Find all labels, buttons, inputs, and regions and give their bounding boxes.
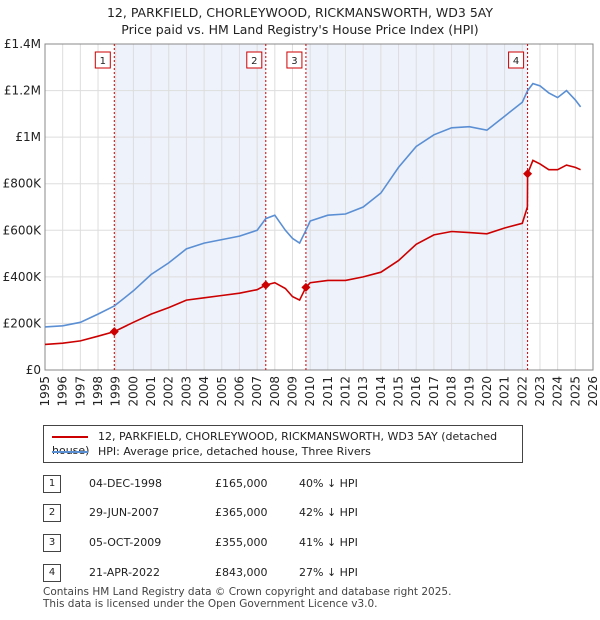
chart-subtitle: Price paid vs. HM Land Registry's House … bbox=[121, 22, 479, 37]
x-tick-label: 2020 bbox=[480, 376, 494, 407]
shaded-region-2 bbox=[305, 44, 528, 370]
sale-point-4 bbox=[523, 169, 533, 179]
sale-number: 3 bbox=[43, 534, 61, 552]
sale-point-1 bbox=[109, 327, 119, 337]
price-chart: £0 £200K £400K £600K £800K £1M £1.2M £1.4M 1995 1… bbox=[3, 37, 600, 407]
x-tick-label: 2019 bbox=[462, 376, 476, 407]
sale-point-3 bbox=[301, 282, 311, 292]
legend-swatch-hpi bbox=[52, 451, 88, 453]
sale-number: 1 bbox=[43, 475, 61, 493]
table-row: 3 05-OCT-2009 £355,000 41% ↓ HPI bbox=[43, 534, 443, 554]
legend: 12, PARKFIELD, CHORLEYWOOD, RICKMANSWORT… bbox=[43, 425, 523, 463]
x-tick-label: 2016 bbox=[409, 376, 423, 407]
x-tick-label: 2022 bbox=[515, 376, 529, 407]
legend-item-hpi: HPI: Average price, detached house, Thre… bbox=[52, 445, 371, 459]
x-tick-label: 2021 bbox=[498, 376, 512, 407]
x-tick-label: 2002 bbox=[162, 376, 176, 407]
x-tick-label: 1996 bbox=[56, 376, 70, 407]
x-tick-label: 2015 bbox=[392, 376, 406, 407]
y-tick-label: £0 bbox=[26, 363, 41, 377]
x-tick-label: 2006 bbox=[232, 376, 246, 407]
sale-date: 05-OCT-2009 bbox=[89, 536, 162, 549]
sale-number: 4 bbox=[43, 564, 61, 582]
y-tick-label: £800K bbox=[3, 177, 43, 191]
footer-license: This data is licensed under the Open Gov… bbox=[43, 598, 378, 610]
legend-label-property: 12, PARKFIELD, CHORLEYWOOD, RICKMANSWORT… bbox=[52, 430, 498, 457]
sale-label-box-3 bbox=[286, 51, 303, 69]
x-tick-label: 2008 bbox=[268, 376, 282, 407]
x-tick-label: 2014 bbox=[374, 376, 388, 407]
sale-price: £365,000 bbox=[215, 506, 268, 519]
x-tick-label: 2018 bbox=[445, 376, 459, 407]
sale-point-2 bbox=[261, 280, 271, 290]
y-tick-label: £1.4M bbox=[4, 37, 41, 51]
x-tick-label: 1999 bbox=[109, 376, 123, 407]
sale-date: 29-JUN-2007 bbox=[89, 506, 160, 519]
footer-copyright: Contains HM Land Registry data © Crown c… bbox=[43, 586, 452, 598]
sale-price: £843,000 bbox=[215, 566, 268, 579]
y-tick-label: £1M bbox=[15, 130, 41, 144]
table-row: 2 29-JUN-2007 £365,000 42% ↓ HPI bbox=[43, 504, 443, 524]
x-tick-label: 2003 bbox=[179, 376, 193, 407]
y-tick-label: £1.2M bbox=[4, 84, 41, 98]
y-tick-label: £200K bbox=[3, 316, 43, 330]
x-tick-label: 1995 bbox=[38, 376, 52, 407]
x-tick-label: 2010 bbox=[303, 376, 317, 407]
table-row: 1 04-DEC-1998 £165,000 40% ↓ HPI bbox=[43, 475, 443, 495]
chart-title: 12, PARKFIELD, CHORLEYWOOD, RICKMANSWORT… bbox=[106, 5, 494, 20]
x-tick-label: 2026 bbox=[586, 376, 600, 407]
sale-label-1: 1 bbox=[100, 56, 106, 67]
x-tick-label: 1998 bbox=[91, 376, 105, 407]
sale-label-box-1 bbox=[94, 51, 111, 69]
x-tick-label: 2004 bbox=[197, 376, 211, 407]
sale-date: 21-APR-2022 bbox=[89, 566, 161, 579]
y-tick-label: £400K bbox=[3, 270, 43, 284]
sale-hpi-change: 40% ↓ HPI bbox=[299, 477, 358, 490]
x-tick-label: 2007 bbox=[250, 376, 264, 407]
table-row: 4 21-APR-2022 £843,000 27% ↓ HPI bbox=[43, 564, 443, 584]
legend-item-property: 12, PARKFIELD, CHORLEYWOOD, RICKMANSWORT… bbox=[52, 430, 522, 457]
sale-price: £165,000 bbox=[215, 477, 268, 490]
series-line-hpi bbox=[44, 82, 582, 328]
x-tick-label: 2025 bbox=[568, 376, 582, 407]
x-tick-label: 2012 bbox=[339, 376, 353, 407]
plot-frame bbox=[44, 43, 594, 371]
x-tick-label: 1997 bbox=[73, 376, 87, 407]
sale-label-4: 4 bbox=[513, 56, 519, 67]
x-tick-label: 2017 bbox=[427, 376, 441, 407]
x-tick-label: 2011 bbox=[321, 376, 335, 407]
sale-number: 2 bbox=[43, 504, 61, 522]
sale-label-box-4 bbox=[508, 51, 525, 69]
y-tick-label: £600K bbox=[3, 223, 43, 237]
sale-hpi-change: 42% ↓ HPI bbox=[299, 506, 358, 519]
sale-label-box-2 bbox=[246, 51, 263, 69]
x-tick-label: 2023 bbox=[533, 376, 547, 407]
shaded-region-1 bbox=[114, 44, 266, 370]
series-line-property bbox=[44, 159, 581, 346]
sale-hpi-change: 41% ↓ HPI bbox=[299, 536, 358, 549]
legend-label-hpi: HPI: Average price, detached house, Thre… bbox=[98, 445, 371, 458]
chart-title-block: 12, PARKFIELD, CHORLEYWOOD, RICKMANSWORT… bbox=[0, 4, 600, 38]
x-tick-label: 2005 bbox=[215, 376, 229, 407]
sale-hpi-change: 27% ↓ HPI bbox=[299, 566, 358, 579]
legend-swatch-property bbox=[52, 436, 88, 438]
sale-price: £355,000 bbox=[215, 536, 268, 549]
x-tick-label: 2009 bbox=[285, 376, 299, 407]
sale-label-3: 3 bbox=[291, 56, 297, 67]
footer: Contains HM Land Registry data © Crown c… bbox=[43, 586, 451, 610]
x-tick-label: 2000 bbox=[126, 376, 140, 407]
sale-date: 04-DEC-1998 bbox=[89, 477, 163, 490]
x-tick-label: 2024 bbox=[551, 376, 565, 407]
x-tick-label: 2013 bbox=[356, 376, 370, 407]
x-tick-label: 2001 bbox=[144, 376, 158, 407]
sale-label-2: 2 bbox=[251, 56, 257, 67]
